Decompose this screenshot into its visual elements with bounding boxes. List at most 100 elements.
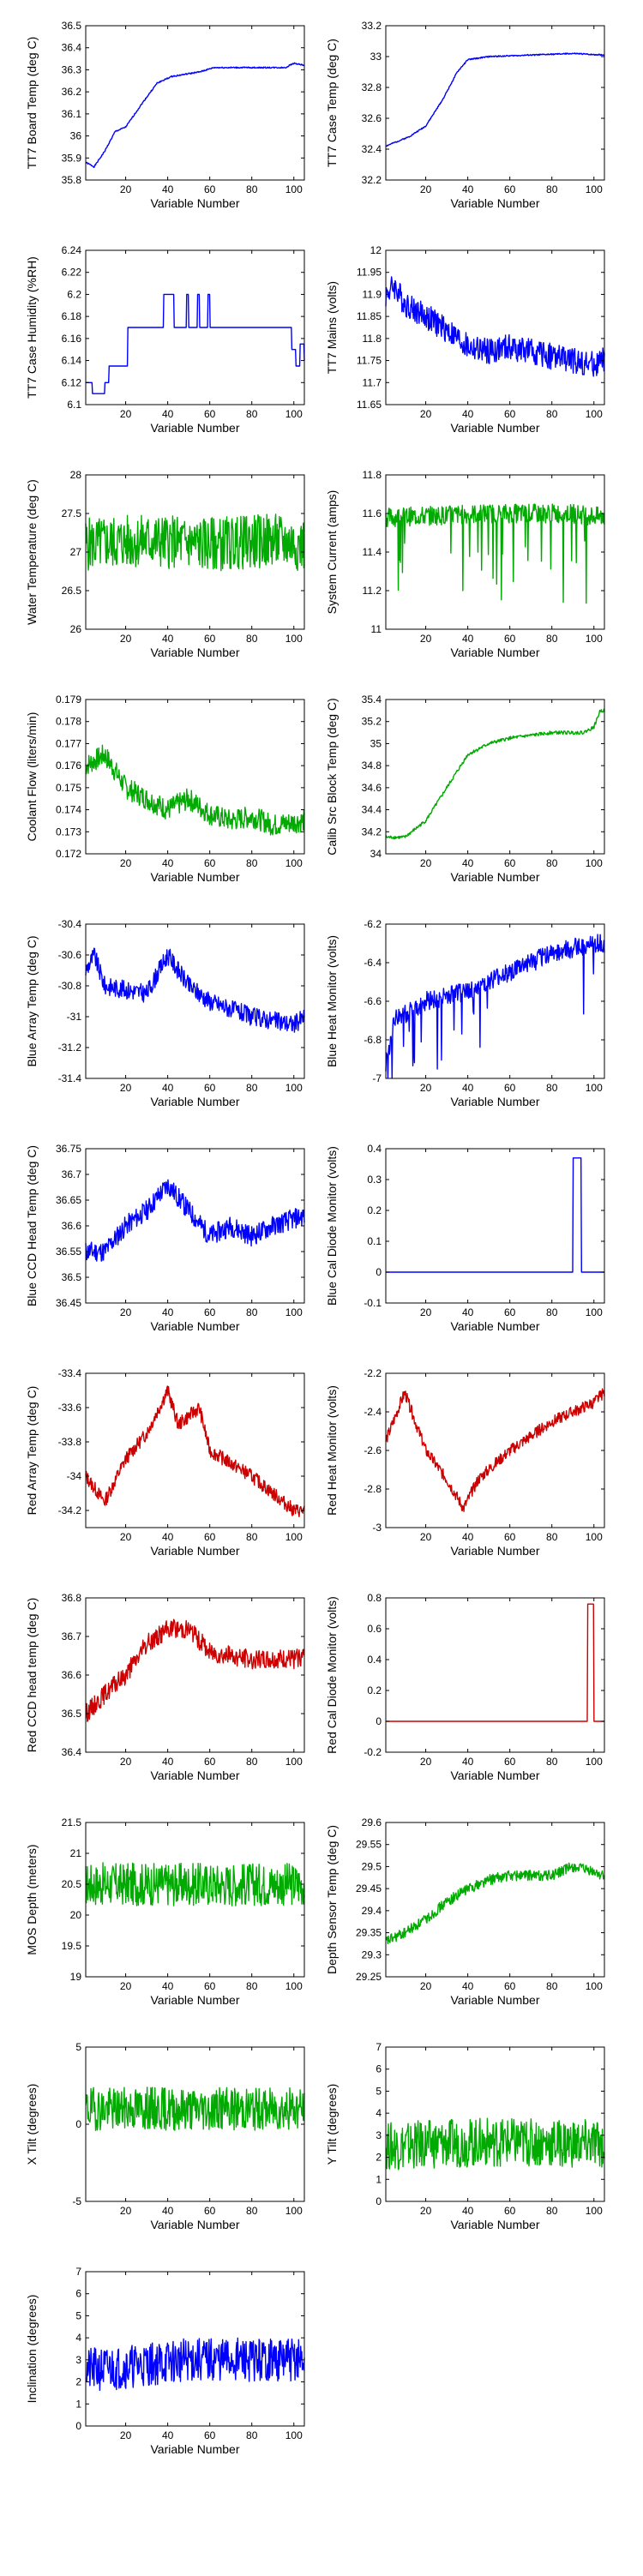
y-axis-label: Calib Src Block Temp (deg C) [325,698,339,855]
y-tick-label: 4 [376,2107,382,2119]
x-tick-label: 80 [546,1082,558,1094]
y-tick-label: 36.4 [62,1746,82,1758]
x-tick-label: 40 [162,1306,174,1318]
series-line [385,708,605,840]
x-tick-label: 100 [285,183,303,195]
y-tick-label: 32.8 [362,81,382,93]
x-tick-label: 40 [162,183,174,195]
y-tick-label: -30.6 [58,949,82,961]
x-tick-label: 100 [586,1531,603,1543]
chart-panel: -31.4 -31.2 -31 -30.8 -30.6 -30.4 20 40 60 80 100 V… [25,918,305,1108]
y-tick-label: -2.2 [364,1367,382,1379]
y-tick-label: 36.5 [62,1708,82,1720]
chart-panel: 34 34.2 34.4 34.6 34.8 35 35.2 35.4 20 40 60 80 100 V… [325,694,605,884]
x-tick-label: 100 [586,1082,603,1094]
y-tick-label: 20 [70,1909,82,1921]
plot-frame [85,249,305,405]
y-tick-label: -33.6 [58,1402,82,1414]
x-tick-label: 60 [204,408,216,420]
y-tick-label: 35.9 [62,152,82,164]
x-tick-label: 20 [420,1531,432,1543]
series-line [85,293,305,394]
y-tick-label: 0.2 [367,1684,382,1696]
y-axis-label: Depth Sensor Temp (deg C) [325,1825,339,1974]
series-line [385,1157,605,1273]
y-tick-label: 29.45 [356,1882,382,1894]
y-tick-label: -0.1 [364,1297,382,1309]
x-tick-label: 20 [420,2205,432,2217]
y-tick-label: 7 [75,2266,81,2278]
x-tick-label: 80 [546,2205,558,2217]
x-tick-label: 40 [462,633,474,645]
x-tick-label: 20 [120,183,132,195]
x-tick-label: 20 [420,183,432,195]
chart-panel: 36.4 36.5 36.6 36.7 36.8 20 40 60 80 100 Variable … [25,1592,305,1782]
y-tick-label: 0.179 [56,694,81,706]
plot-frame [85,1372,305,1528]
x-tick-label: 100 [285,1531,303,1543]
series-line [85,744,305,836]
y-tick-label: 19 [70,1971,82,1983]
plot-frame [385,2046,605,2202]
y-tick-label: 5 [75,2309,81,2321]
chart-panel: 11.65 11.7 11.75 11.8 11.85 11.9 11.95 12 20 40 60… [325,244,605,435]
x-tick-label: 60 [504,183,516,195]
y-tick-label: 20.5 [62,1878,82,1890]
y-tick-label: 36.2 [62,86,82,98]
y-tick-label: 11.65 [357,399,382,411]
x-tick-label: 20 [120,1980,132,1992]
y-tick-label: 0.173 [56,826,81,838]
y-tick-label: 34.2 [362,826,382,838]
x-tick-label: 20 [120,1756,132,1768]
x-axis-label: Variable Number [150,2218,239,2231]
y-tick-label: 21.5 [62,1816,82,1828]
x-axis-label: Variable Number [150,2442,239,2456]
y-tick-label: 11.85 [357,310,382,322]
y-tick-label: 0.2 [367,1204,382,1216]
y-tick-label: -3 [372,1522,382,1534]
x-tick-label: 40 [162,1531,174,1543]
series-line [385,503,605,604]
y-tick-label: 29.35 [356,1927,382,1939]
y-tick-label: 36.7 [62,1630,82,1642]
x-tick-label: 20 [420,633,432,645]
y-tick-label: 36.55 [56,1246,81,1258]
x-tick-label: 20 [420,1306,432,1318]
y-tick-label: -33.8 [58,1436,82,1448]
y-tick-label: 6 [75,2288,81,2300]
y-tick-label: 5 [376,2085,382,2097]
x-axis-label: Variable Number [150,1319,239,1333]
y-tick-label: 0 [75,2118,81,2130]
y-tick-label: -2.8 [364,1483,382,1495]
plot-frame [385,25,605,181]
y-tick-label: -6.8 [364,1034,382,1046]
y-tick-label: 6.24 [62,244,82,256]
chart-panel: 29.25 29.3 29.35 29.4 29.45 29.5 29.55 29.6 20 40… [325,1816,605,2007]
y-axis-label: TT7 Case Humidity (%RH) [25,256,39,399]
chart-panel: 32.2 32.4 32.6 32.8 33 33.2 20 40 60 80 100 Variabl… [325,20,605,210]
x-tick-label: 60 [204,2429,216,2441]
x-tick-label: 100 [586,2205,603,2217]
series-line [385,1603,605,1722]
x-tick-label: 80 [246,1980,258,1992]
x-axis-label: Variable Number [150,1095,239,1108]
y-tick-label: 36.6 [62,1220,82,1232]
y-tick-label: 11.8 [363,333,382,345]
y-tick-label: 2 [376,2152,382,2164]
y-tick-label: 6.14 [62,355,82,367]
plot-frame [385,699,605,855]
plot-frame [85,699,305,855]
y-tick-label: 11.2 [363,585,382,597]
y-tick-label: 0 [376,1715,382,1727]
x-axis-label: Variable Number [150,1993,239,2007]
y-tick-label: 11 [371,623,382,635]
y-tick-label: 0.176 [56,760,81,772]
y-tick-label: 35.8 [62,174,82,186]
y-tick-label: -2.6 [364,1444,382,1456]
x-tick-label: 100 [285,857,303,869]
x-tick-label: 40 [462,183,474,195]
series-line [85,947,305,1033]
y-axis-label: MOS Depth (meters) [25,1844,39,1955]
x-tick-label: 100 [586,633,603,645]
x-tick-label: 100 [285,1306,303,1318]
